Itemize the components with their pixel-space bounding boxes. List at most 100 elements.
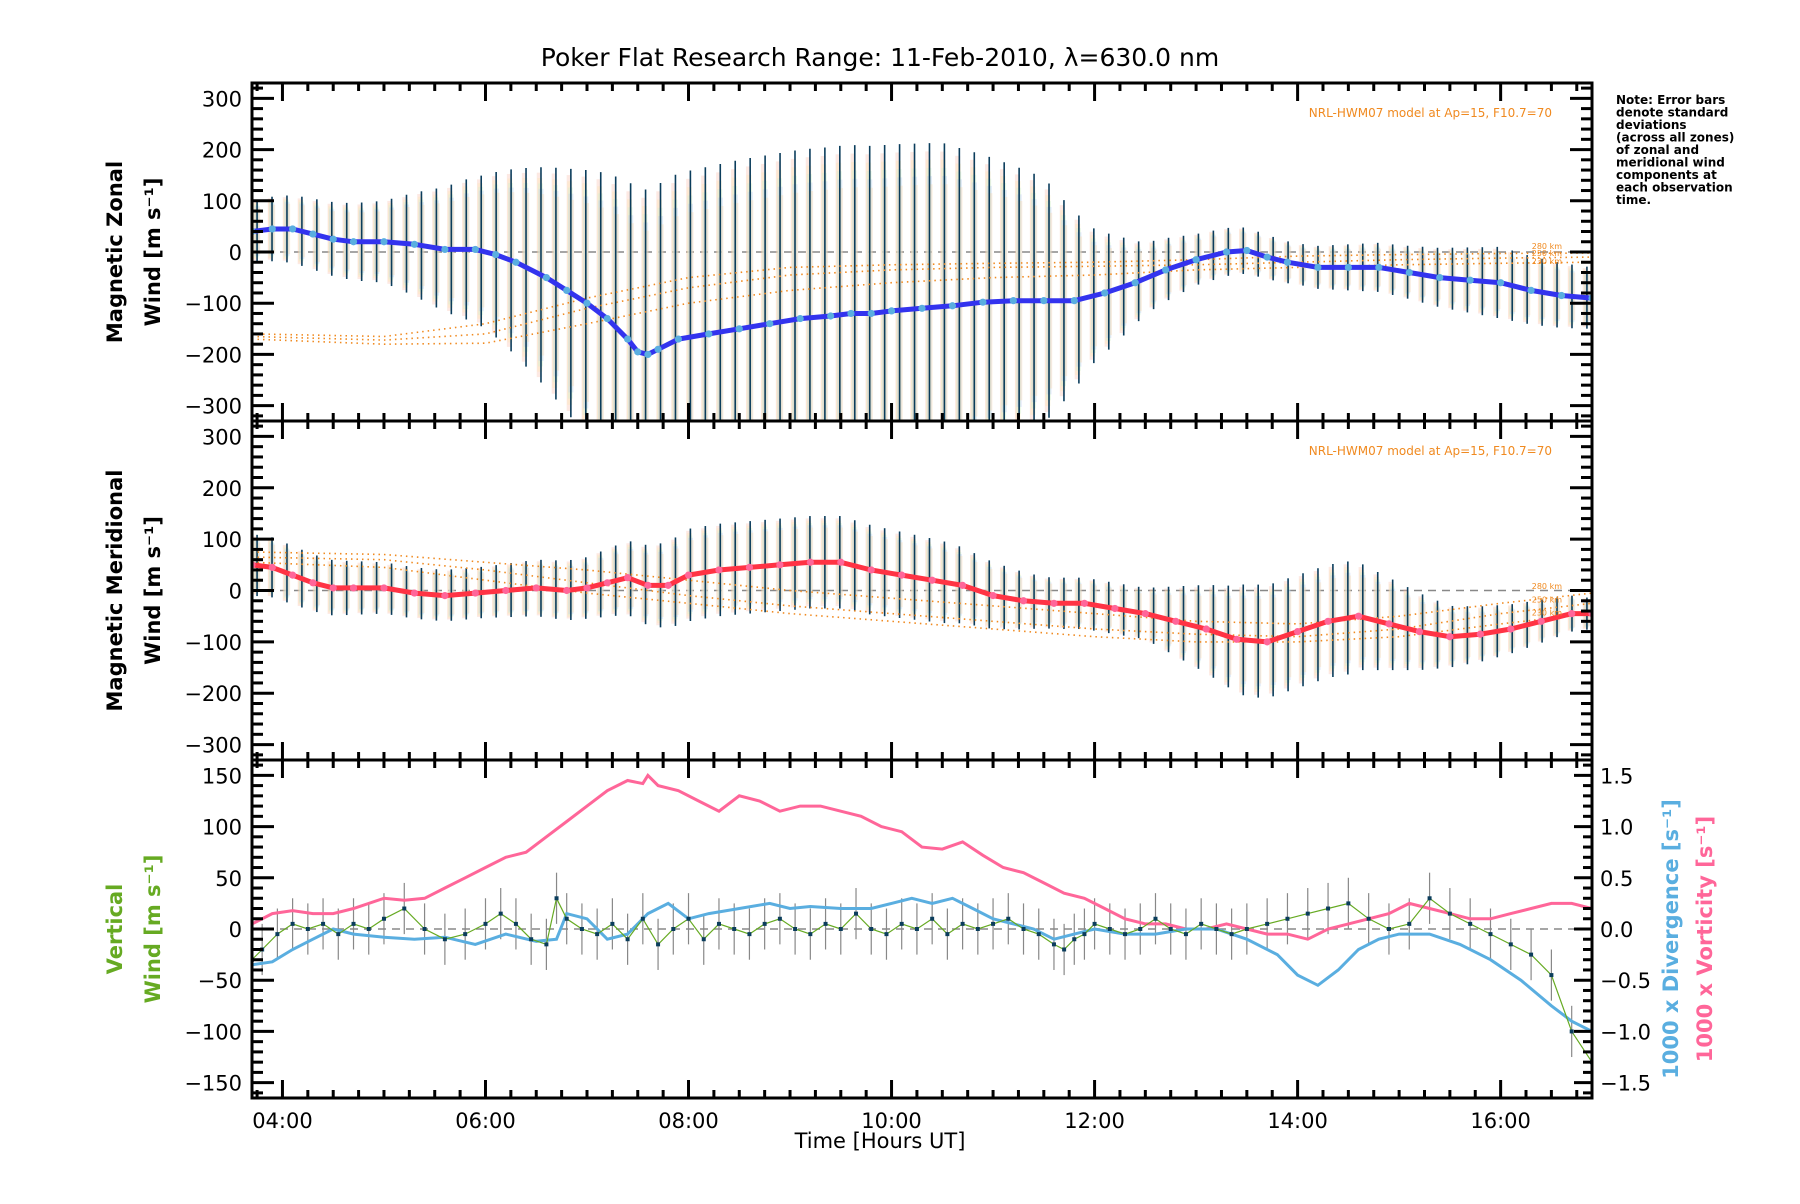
y-axis-label-line2: Wind [m s⁻¹]	[141, 516, 165, 665]
model-altitude-label: 250 km	[1532, 249, 1562, 258]
mean-wind-marker	[1354, 612, 1363, 620]
note-line: meridional wind	[1616, 156, 1725, 170]
vertical-wind-marker	[625, 937, 630, 942]
right-axis-tick-label: 1.5	[1600, 764, 1633, 788]
note-line: each observation	[1616, 181, 1733, 195]
vertical-wind-marker	[498, 911, 503, 916]
mean-wind-marker	[329, 584, 337, 592]
sample-cloud	[970, 159, 976, 421]
divergence-line	[252, 896, 1592, 1033]
mean-wind-marker	[867, 566, 875, 574]
panel-meridional: 280 km 250 km 230 km NRL-HWM07 model at Ap=…	[103, 419, 1594, 762]
sample-cloud	[970, 167, 976, 421]
sample-cloud	[656, 191, 662, 421]
sample-cloud	[955, 163, 961, 421]
note-line: time.	[1616, 193, 1651, 207]
panel-vertical: −1.5 −1.0 −0.5 0.0 0.5 1.0 1.5 1000 x Divergenc…	[103, 758, 1717, 1100]
vertical-wind-marker	[823, 921, 828, 926]
vertical-wind-marker	[960, 921, 965, 926]
sample-cloud	[940, 151, 946, 421]
mean-wind-marker	[1162, 266, 1170, 274]
right-axis-tick-label: −0.5	[1600, 969, 1651, 993]
sample-cloud	[671, 183, 677, 421]
sample-cloud	[775, 161, 781, 421]
right-axis-tick-label: −1.5	[1600, 1072, 1651, 1096]
mean-wind-marker	[441, 245, 449, 254]
vertical-wind-marker	[290, 921, 295, 926]
vertical-wind-marker	[1021, 927, 1026, 931]
sample-cloud	[716, 180, 722, 421]
mean-wind-marker	[349, 238, 358, 246]
x-axis-tick-label: 14:00	[1267, 1109, 1328, 1133]
sample-cloud	[671, 191, 677, 421]
mean-wind-marker	[1507, 625, 1515, 633]
sample-cloud	[731, 177, 737, 421]
vertical-wind-marker	[1036, 932, 1041, 937]
y-axis-label-line2: Wind [m s⁻¹]	[141, 178, 165, 327]
vertical-wind-marker	[1326, 906, 1331, 911]
mean-wind-marker	[471, 245, 479, 254]
mean-wind-marker	[309, 230, 317, 238]
vertical-wind-marker	[1427, 896, 1432, 901]
vertical-wind-marker	[336, 932, 341, 937]
x-axis-label: Time [Hours UT]	[794, 1129, 966, 1153]
vertical-wind-marker	[1407, 921, 1412, 926]
right-axis-tick-label: 1.0	[1600, 816, 1633, 840]
mean-wind-marker	[1324, 617, 1332, 625]
vertical-wind-marker	[1386, 927, 1391, 931]
model-curve-230km	[252, 561, 1592, 643]
sample-cloud	[686, 178, 692, 421]
note-line: of zonal and	[1616, 143, 1699, 157]
y-axis-tick-label: 300	[202, 425, 242, 449]
mean-wind-marker	[583, 299, 591, 307]
vertical-wind-marker	[1488, 932, 1493, 937]
mean-wind-marker	[603, 314, 611, 323]
vertical-wind-marker	[671, 927, 676, 931]
sample-cloud	[820, 155, 826, 421]
vertical-wind-marker	[554, 896, 559, 901]
sample-cloud	[835, 154, 841, 421]
sample-cloud	[985, 164, 991, 421]
y-axis-tick-label: −100	[184, 1020, 242, 1044]
plot-area-meridional	[252, 516, 1592, 698]
vertical-wind-marker	[1092, 921, 1097, 926]
mean-wind-marker	[1263, 253, 1271, 261]
mean-wind-marker	[1070, 297, 1078, 305]
sample-cloud	[910, 151, 916, 421]
mean-wind-marker	[1283, 258, 1292, 266]
mean-wind-marker	[1476, 630, 1484, 638]
model-altitude-label: 230 km	[1532, 609, 1562, 618]
vertical-wind-marker	[422, 927, 427, 931]
vertical-wind-marker	[945, 932, 950, 937]
vertical-wind-marker	[1168, 927, 1173, 931]
mean-wind-marker	[654, 345, 662, 353]
vertical-wind-marker	[1153, 916, 1158, 921]
vertical-wind-marker	[366, 927, 371, 931]
mean-wind-marker	[664, 581, 672, 589]
right-axis-tick-label: 0.5	[1600, 867, 1633, 891]
vertical-wind-marker	[1366, 916, 1371, 921]
mean-wind-marker	[349, 584, 358, 592]
y-axis-tick-label: 50	[215, 867, 242, 891]
mean-wind-marker	[1141, 610, 1149, 618]
sample-cloud	[1000, 176, 1006, 421]
vertical-wind-marker	[975, 927, 980, 931]
vertical-wind-marker	[595, 932, 600, 937]
vertical-wind-marker	[838, 927, 843, 931]
sample-cloud	[851, 161, 857, 421]
y-axis-tick-label: 200	[202, 477, 242, 501]
vertical-wind-marker	[1138, 927, 1143, 931]
vertical-wind-marker	[747, 932, 752, 937]
vertical-wind-marker	[1447, 911, 1452, 916]
mean-wind-marker	[1415, 627, 1424, 636]
mean-wind-marker	[268, 225, 276, 233]
mean-wind-marker	[1019, 597, 1028, 605]
divergence-axis-label: 1000 x Divergence [s⁻¹]	[1659, 799, 1683, 1079]
y-axis-label-line1: Vertical	[103, 884, 127, 975]
vertical-wind-marker	[1549, 973, 1554, 978]
vertical-wind-marker	[656, 942, 661, 947]
mean-wind-marker	[492, 250, 500, 259]
mean-wind-marker	[542, 274, 550, 282]
sample-cloud	[641, 205, 647, 421]
